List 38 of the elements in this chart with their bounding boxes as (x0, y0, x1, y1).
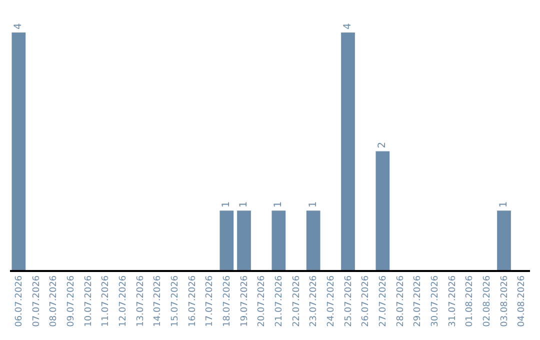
x-tick-label: 09.07.2026 (66, 275, 77, 327)
x-tick-label: 07.07.2026 (32, 275, 42, 327)
x-tick-label: 10.07.2026 (84, 275, 94, 327)
x-tick-label: 31.07.2026 (448, 275, 458, 327)
data-label: 1 (221, 201, 232, 208)
x-tick-label: 20.07.2026 (257, 275, 268, 327)
data-label: 1 (308, 201, 319, 208)
x-tick-label: 28.07.2026 (396, 275, 406, 327)
x-tick-label: 02.08.2026 (482, 275, 493, 327)
x-tick-label: 16.07.2026 (188, 275, 198, 327)
x-tick-label: 27.07.2026 (378, 275, 389, 327)
x-tick-label: 14.07.2026 (153, 275, 164, 327)
x-tick-label: 29.07.2026 (413, 275, 424, 327)
x-tick-label: 06.07.2026 (14, 275, 25, 327)
data-label: 1 (498, 201, 510, 208)
x-tick-label: 23.07.2026 (309, 275, 320, 327)
x-tick-label: 26.07.2026 (361, 275, 372, 327)
x-tick-label: 04.08.2026 (517, 275, 528, 327)
x-tick-label: 21.07.2026 (274, 275, 285, 327)
x-tick-label: 13.07.2026 (136, 275, 146, 327)
data-label: 4 (342, 23, 354, 30)
x-tick-label: 11.07.2026 (101, 275, 112, 327)
data-label: 2 (377, 142, 388, 148)
x-tick-label: 30.07.2026 (430, 275, 441, 327)
data-label: 1 (238, 201, 250, 208)
x-tick-label: 12.07.2026 (118, 275, 129, 327)
x-tick-label: 08.07.2026 (49, 275, 60, 327)
x-tick-label: 18.07.2026 (222, 275, 233, 327)
x-tick-label: 17.07.2026 (205, 275, 216, 327)
x-tick-label: 25.07.2026 (344, 275, 354, 327)
x-tick-label: 03.08.2026 (500, 275, 510, 327)
x-tick-label: 24.07.2026 (326, 275, 337, 327)
x-tick-label: 19.07.2026 (240, 275, 250, 327)
data-label: 1 (273, 201, 284, 208)
data-label: 4 (13, 23, 24, 30)
x-tick-label: 01.08.2026 (465, 275, 476, 327)
x-tick-label: 15.07.2026 (170, 275, 181, 327)
x-tick-label: 22.07.2026 (292, 275, 302, 327)
